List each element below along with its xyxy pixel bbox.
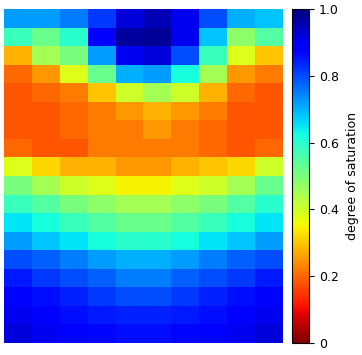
Y-axis label: degree of saturation: degree of saturation [346,112,359,240]
